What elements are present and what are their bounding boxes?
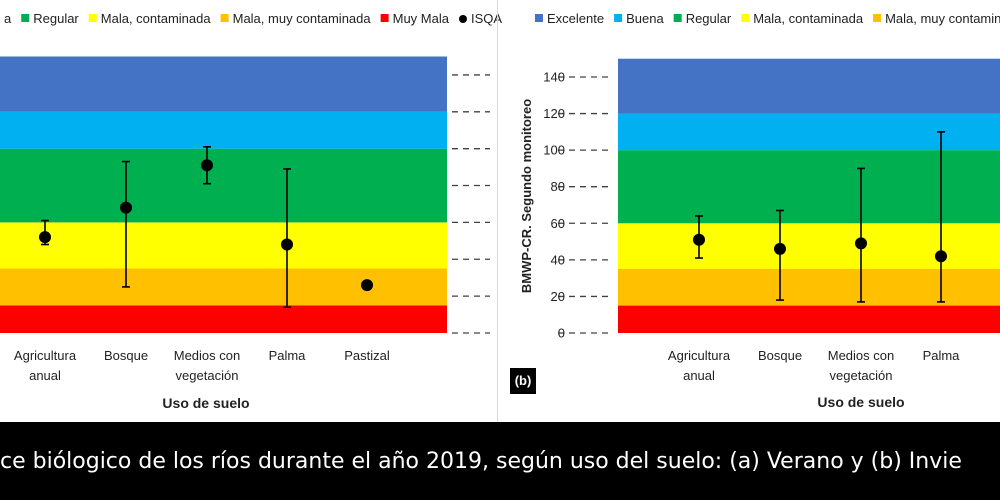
y-tick-label: 100 [543,143,565,158]
legend-item: Muy Mala [380,11,450,26]
quality-band-4 [618,113,1000,151]
legend-item: Buena [614,11,664,26]
data-point [361,279,373,292]
y-tick-label: 40 [551,252,565,267]
quality-band-0 [618,305,1000,333]
legend-item: a [4,11,12,26]
gridlines [452,74,490,334]
data-point [120,201,132,214]
legend-item: Excelente [535,11,604,26]
y-tick-label: 120 [543,106,565,121]
y-tick-label: 20 [551,289,565,304]
legend-item: Regular [21,11,79,26]
data-point [935,250,947,263]
legend-label: Mala, contaminada [101,11,212,26]
quality-band-2 [0,222,447,269]
legend-swatch [741,14,750,22]
data-point [855,237,867,250]
legend-item: ISQA [458,11,502,26]
legend-label: ISQA [471,11,502,26]
legend-label: Mala, contaminada [753,11,864,26]
category-label: Medios con [174,348,240,363]
legend-marker [458,15,467,23]
y-tick-label: 140 [543,69,565,84]
x-axis-categories: Agricultura anual Bosque Medios con vegetaci… [668,348,960,383]
legend-label: Mala, muy contaminada [233,11,372,26]
quality-band-1 [0,268,447,306]
legend-swatch [535,14,543,22]
legend-swatch [88,14,97,22]
legend-swatch [220,14,229,22]
category-label: Palma [923,348,961,363]
category-label: Bosque [104,348,148,363]
x-axis-title: Uso de suelo [162,395,249,411]
legend-swatch [873,14,882,22]
data-point [774,242,786,255]
y-axis-ticks: 0 20 40 60 80 100 120 140 [543,69,565,340]
quality-band-4 [0,111,447,149]
quality-band-3 [618,150,1000,224]
legend-label: Muy Mala [393,11,450,26]
y-tick-label: 80 [551,179,565,194]
legend-swatch [673,14,682,22]
panel-divider [497,0,498,422]
quality-bands [0,56,447,333]
legend-label: Regular [686,11,732,26]
data-point [693,233,705,246]
legend-label: Mala, muy contaminad [885,11,1000,26]
category-label: Agricultura [14,348,77,363]
caption-band [0,422,1000,500]
quality-band-3 [0,148,447,223]
category-label: anual [29,368,61,383]
quality-bands [618,58,1000,333]
category-label: vegetación [176,368,239,383]
legend-item: Mala, muy contaminada [220,11,372,26]
x-axis-categories: Agricultura anual Bosque Medios con vegetaci… [14,348,390,383]
quality-band-0 [0,305,447,333]
data-point [281,238,293,251]
legend-swatch [380,14,389,22]
y-tick-label: 0 [558,326,565,341]
legend-label: Regular [33,11,79,26]
chart-panel-b: 0 20 40 60 80 100 120 140 BMWP-CR. Segundo monit… [519,11,1000,410]
quality-band-1 [618,268,1000,306]
quality-band-5 [618,58,1000,114]
quality-band-2 [618,223,1000,269]
legend-item: Mala, muy contaminad [873,11,1000,26]
data-points [39,146,373,308]
y-tick-label: 60 [551,216,565,231]
legend: Excelente Buena Regular Mala, contaminada Ma… [535,11,1000,26]
category-label: Agricultura [668,348,731,363]
legend-item: Mala, contaminada [741,11,864,26]
category-label: Medios con [828,348,894,363]
data-points [693,131,947,303]
figure-caption: ce biólogico de los ríos durante el año … [0,449,962,474]
legend-item: Mala, contaminada [88,11,212,26]
legend-item: Regular [673,11,732,26]
legend: a Regular Mala, contaminada Mala, muy conta… [4,11,502,26]
panel-b-tag: (b) [510,368,536,394]
chart-panel-a: Agricultura anual Bosque Medios con vegetaci… [0,11,502,411]
legend-swatch [21,14,30,22]
legend-label: a [4,11,12,26]
category-label: Bosque [758,348,802,363]
quality-band-5 [0,56,447,112]
category-label: vegetación [830,368,893,383]
x-axis-title: Uso de suelo [817,394,904,410]
gridlines [558,76,612,334]
data-point [201,159,213,172]
category-label: Palma [269,348,307,363]
y-axis-title: BMWP-CR. Segundo monitoreo [519,99,534,293]
legend-label: Buena [626,11,664,26]
legend-label: Excelente [547,11,604,26]
data-point [39,231,51,244]
legend-swatch [614,14,623,22]
category-label: anual [683,368,715,383]
category-label: Pastizal [344,348,390,363]
